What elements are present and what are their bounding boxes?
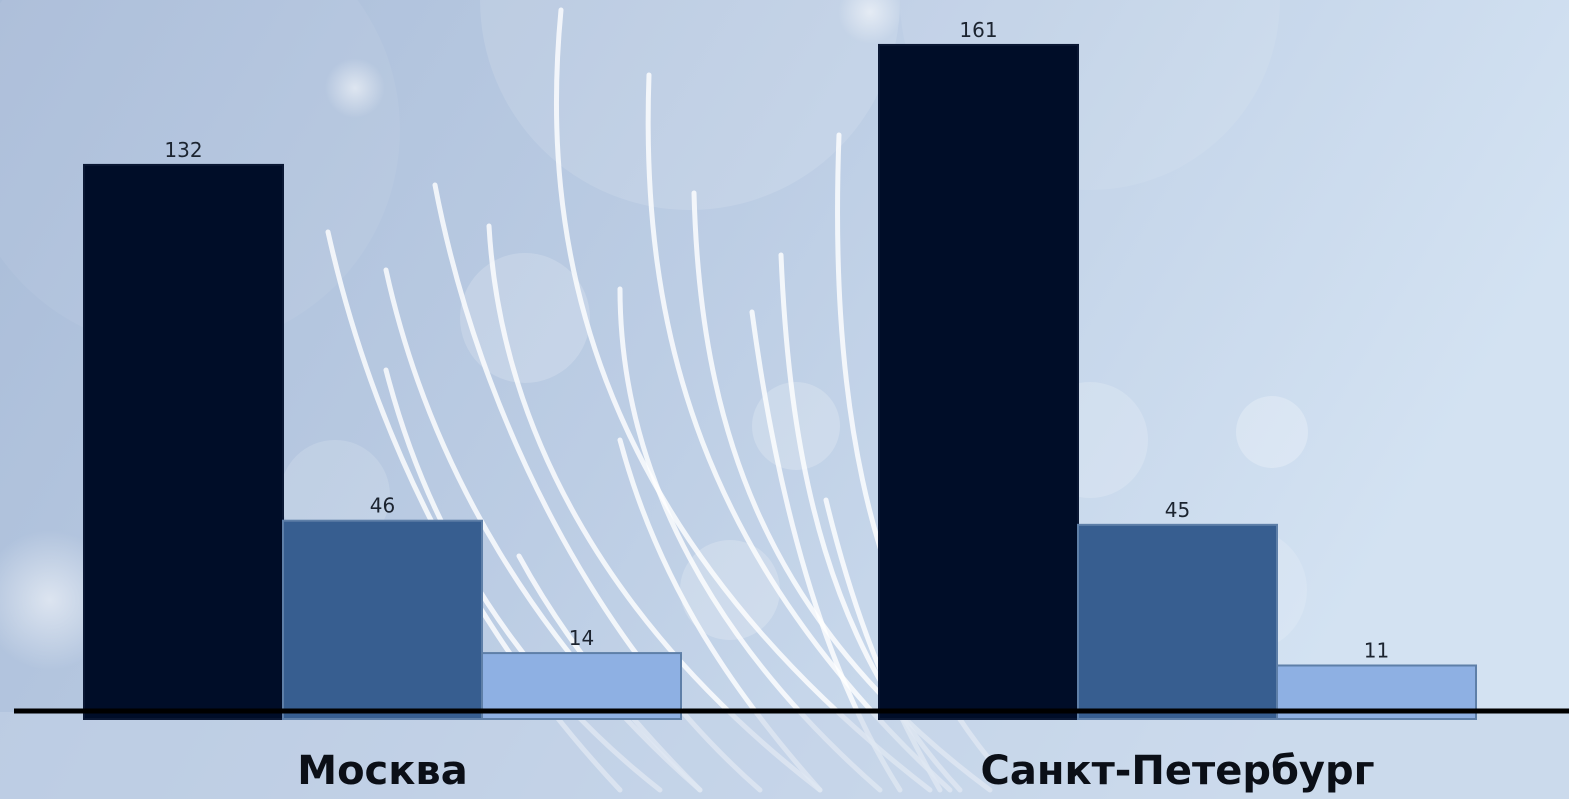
data-label: 14	[569, 626, 594, 650]
data-label-group: 132 46 14 161 45 11	[164, 18, 1389, 663]
bar-moskva-series-3	[481, 652, 682, 720]
data-label: 132	[164, 138, 202, 162]
bar-moskva-series-2	[282, 519, 483, 720]
category-label-group: Москва Санкт-Петербург	[297, 748, 1374, 794]
data-label: 161	[959, 18, 997, 42]
category-label: Москва	[297, 748, 467, 794]
category-label: Санкт-Петербург	[980, 748, 1374, 794]
data-label: 45	[1165, 498, 1190, 522]
data-label: 46	[370, 494, 395, 518]
bar-spb-series-1	[878, 43, 1079, 721]
bar-spb-series-2	[1077, 523, 1278, 721]
bar-group	[83, 43, 1477, 721]
bar-moskva-series-1	[83, 163, 284, 720]
data-label: 11	[1364, 638, 1389, 662]
